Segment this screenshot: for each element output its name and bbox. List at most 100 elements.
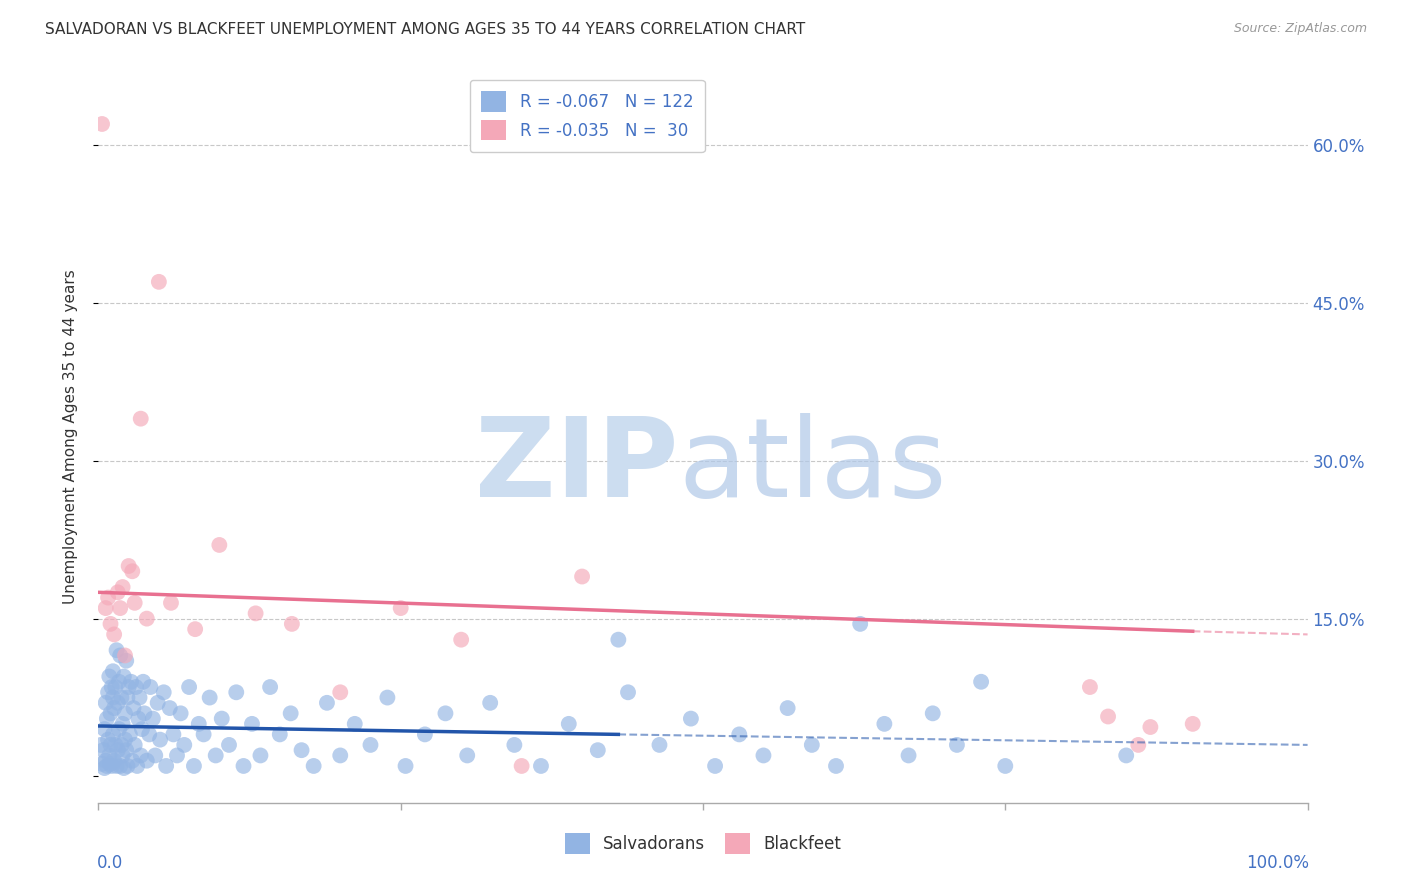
Point xyxy=(873,717,896,731)
Point xyxy=(179,680,201,694)
Point xyxy=(101,690,124,705)
Point xyxy=(135,754,157,768)
Point xyxy=(166,748,188,763)
Point xyxy=(1181,717,1204,731)
Point xyxy=(100,759,122,773)
Point xyxy=(97,732,120,747)
Point xyxy=(132,674,155,689)
Point xyxy=(897,748,920,763)
Point xyxy=(96,759,118,773)
Point xyxy=(752,748,775,763)
Point xyxy=(149,732,172,747)
Point xyxy=(118,680,141,694)
Point xyxy=(121,754,143,768)
Point xyxy=(103,627,125,641)
Point xyxy=(105,643,128,657)
Point xyxy=(970,674,993,689)
Point xyxy=(259,680,281,694)
Text: SALVADORAN VS BLACKFEET UNEMPLOYMENT AMONG AGES 35 TO 44 YEARS CORRELATION CHART: SALVADORAN VS BLACKFEET UNEMPLOYMENT AMO… xyxy=(45,22,806,37)
Point xyxy=(155,759,177,773)
Point xyxy=(115,743,138,757)
Point xyxy=(849,616,872,631)
Point xyxy=(648,738,671,752)
Point xyxy=(162,727,184,741)
Point xyxy=(100,738,122,752)
Point xyxy=(101,665,124,679)
Point xyxy=(115,654,138,668)
Point xyxy=(329,748,352,763)
Point xyxy=(98,748,121,763)
Point xyxy=(450,632,472,647)
Point xyxy=(101,727,124,741)
Point xyxy=(104,680,127,694)
Point xyxy=(110,690,132,705)
Point xyxy=(114,706,136,721)
Point xyxy=(108,601,131,615)
Point xyxy=(138,727,160,741)
Point xyxy=(232,759,254,773)
Point xyxy=(160,596,183,610)
Point xyxy=(530,759,553,773)
Y-axis label: Unemployment Among Ages 35 to 44 years: Unemployment Among Ages 35 to 44 years xyxy=(63,269,77,605)
Point xyxy=(329,685,352,699)
Text: 100.0%: 100.0% xyxy=(1246,854,1309,872)
Point xyxy=(107,585,129,599)
Point xyxy=(184,622,207,636)
Point xyxy=(617,685,640,699)
Point xyxy=(558,717,581,731)
Point xyxy=(131,722,153,736)
Point xyxy=(117,690,139,705)
Point xyxy=(114,648,136,663)
Point xyxy=(129,411,152,425)
Text: 0.0: 0.0 xyxy=(97,854,124,872)
Text: atlas: atlas xyxy=(679,413,948,520)
Point xyxy=(107,696,129,710)
Point xyxy=(142,712,165,726)
Point xyxy=(280,706,302,721)
Point xyxy=(187,717,209,731)
Point xyxy=(146,696,169,710)
Point xyxy=(302,759,325,773)
Point xyxy=(129,748,152,763)
Point xyxy=(249,748,271,763)
Point xyxy=(105,759,128,773)
Point xyxy=(413,727,436,741)
Point xyxy=(1139,720,1161,734)
Point xyxy=(108,722,131,736)
Point xyxy=(269,727,291,741)
Point xyxy=(135,612,157,626)
Point xyxy=(111,748,134,763)
Point xyxy=(218,738,240,752)
Point xyxy=(173,738,195,752)
Point xyxy=(776,701,799,715)
Point xyxy=(112,669,135,683)
Point xyxy=(104,738,127,752)
Point xyxy=(208,538,231,552)
Point xyxy=(204,748,226,763)
Point xyxy=(211,712,233,726)
Point xyxy=(91,756,114,771)
Point xyxy=(111,580,134,594)
Point xyxy=(128,690,150,705)
Point xyxy=(143,748,166,763)
Point xyxy=(159,701,181,715)
Point xyxy=(456,748,478,763)
Point xyxy=(94,754,117,768)
Point xyxy=(946,738,969,752)
Point xyxy=(240,717,263,731)
Legend: Salvadorans, Blackfeet: Salvadorans, Blackfeet xyxy=(558,827,848,860)
Point xyxy=(120,674,142,689)
Point xyxy=(377,690,399,705)
Point xyxy=(118,559,141,574)
Point xyxy=(434,706,457,721)
Point xyxy=(110,738,132,752)
Point xyxy=(111,717,134,731)
Point xyxy=(198,690,221,705)
Point xyxy=(127,712,149,726)
Point xyxy=(103,754,125,768)
Point xyxy=(343,717,366,731)
Point xyxy=(152,685,174,699)
Point xyxy=(118,727,141,741)
Point xyxy=(394,759,416,773)
Point xyxy=(139,680,162,694)
